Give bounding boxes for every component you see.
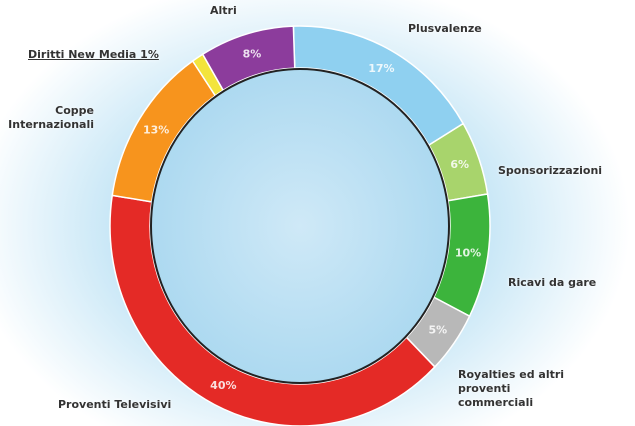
category-label: Plusvalenze bbox=[408, 22, 482, 35]
category-label: Coppe Internazionali bbox=[8, 104, 94, 131]
value-label: 40% bbox=[210, 379, 236, 392]
value-label: 6% bbox=[450, 158, 469, 171]
category-label: Altri bbox=[210, 4, 237, 17]
donut-hole bbox=[150, 68, 450, 384]
value-label: 5% bbox=[429, 324, 448, 337]
value-label: 17% bbox=[368, 62, 394, 75]
value-label: 8% bbox=[243, 47, 262, 60]
value-label: 13% bbox=[143, 124, 169, 137]
category-label: Proventi Televisivi bbox=[58, 398, 172, 411]
category-label: Sponsorizzazioni bbox=[498, 164, 603, 177]
value-label: 10% bbox=[455, 246, 481, 259]
category-label: Diritti New Media 1% bbox=[28, 48, 159, 61]
category-label: Royalties ed altri proventi commerciali bbox=[458, 368, 565, 409]
category-label: Ricavi da gare bbox=[508, 276, 597, 289]
